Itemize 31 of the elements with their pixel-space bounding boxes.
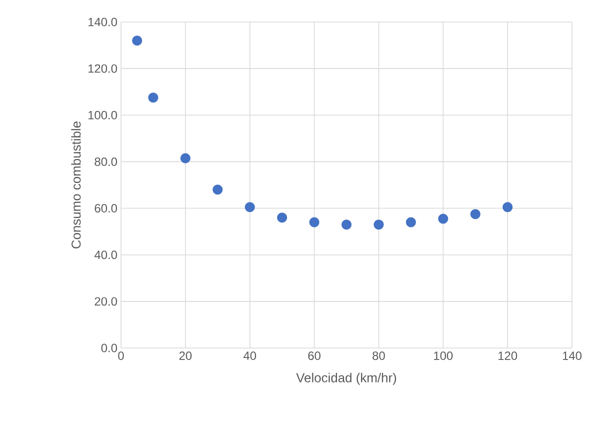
y-tick-label: 40.0 <box>94 250 118 260</box>
point <box>212 184 223 195</box>
y-tick-label: 100.0 <box>88 110 118 120</box>
point <box>277 212 288 223</box>
y-tick-label: 120.0 <box>88 64 118 73</box>
y-tick-label: 20.0 <box>94 297 118 306</box>
point <box>438 214 448 224</box>
x-tick-label: 120 <box>498 352 518 360</box>
point <box>148 92 158 103</box>
point <box>502 202 513 212</box>
y-tick-label: 140.0 <box>88 18 118 26</box>
point <box>470 209 480 220</box>
point <box>180 153 190 164</box>
y-tick-label: 80.0 <box>94 157 118 166</box>
point <box>309 217 320 228</box>
x-tick-label: 100 <box>434 352 453 360</box>
x-tick-label: 80 <box>372 352 385 360</box>
x-tick-label: 40 <box>243 352 256 360</box>
point <box>406 217 416 228</box>
x-tick-label: 140 <box>562 352 582 360</box>
x-axis-title: Velocidad (km/hr) <box>296 372 396 385</box>
point <box>244 202 255 212</box>
x-tick-label: 0 <box>118 352 124 360</box>
y-axis-title: Consumo combustible <box>71 122 81 248</box>
point <box>374 220 384 230</box>
point <box>342 220 352 230</box>
x-tick-label: 60 <box>308 352 320 360</box>
y-tick-label: 60.0 <box>94 204 118 213</box>
y-tick-label: 0.0 <box>101 344 118 352</box>
x-tick-label: 20 <box>179 352 192 360</box>
point <box>132 36 142 46</box>
